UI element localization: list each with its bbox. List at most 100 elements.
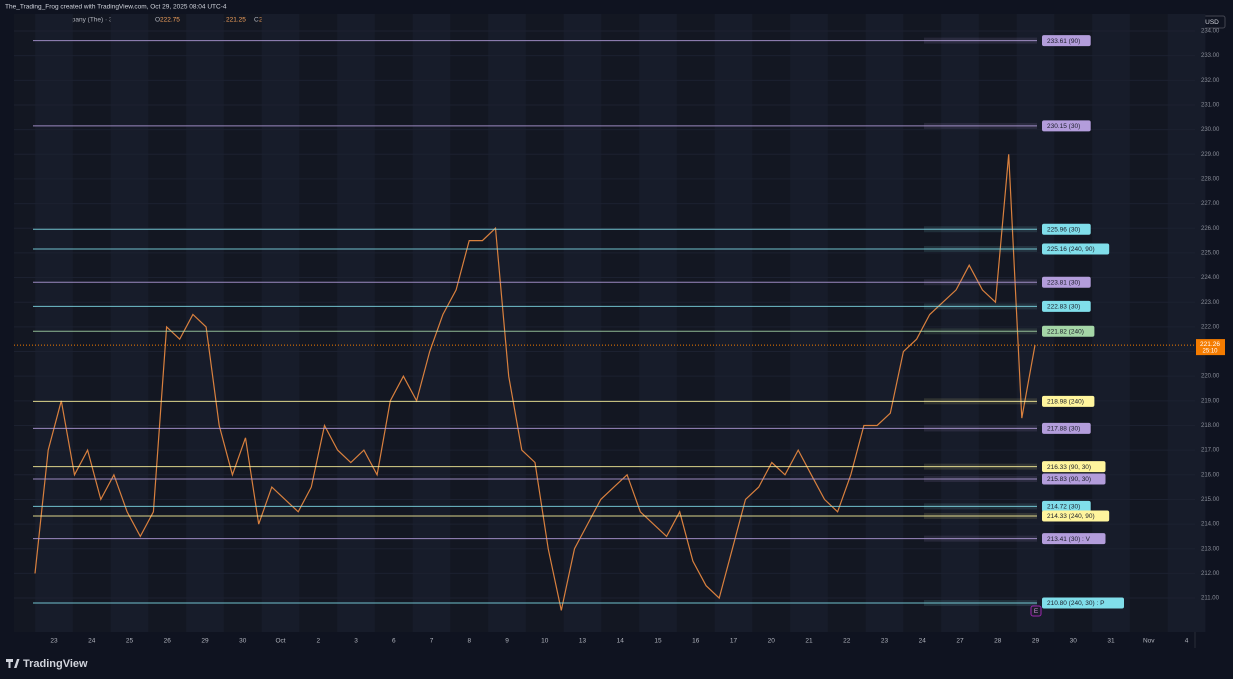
x-tick-label: 20 bbox=[768, 638, 776, 645]
session-stripe bbox=[865, 14, 904, 632]
x-tick-label: 31 bbox=[1107, 638, 1115, 645]
y-tick-label: 232.00 bbox=[1201, 78, 1220, 84]
level-label-box bbox=[1042, 120, 1091, 132]
x-tick-label: 10 bbox=[541, 638, 549, 645]
x-tick-label: 7 bbox=[430, 638, 434, 645]
x-tick-label: 15 bbox=[654, 638, 662, 645]
level-label-box bbox=[1042, 510, 1110, 522]
session-stripe bbox=[639, 14, 677, 632]
level-label: 213.41 (30) : V bbox=[1047, 536, 1091, 543]
session-stripe bbox=[563, 14, 602, 632]
y-tick-label: 224.00 bbox=[1201, 275, 1220, 281]
level-label: 218.98 (240) bbox=[1047, 399, 1084, 406]
brand: TradingView bbox=[23, 658, 88, 670]
level-label-box bbox=[1042, 300, 1091, 312]
level-label: 230.15 (30) bbox=[1047, 123, 1080, 130]
level-label-box bbox=[1042, 276, 1091, 288]
earnings-box bbox=[1030, 605, 1042, 617]
y-tick-label: 215.00 bbox=[1201, 497, 1220, 503]
x-tick-label: 17 bbox=[730, 638, 738, 645]
y-tick-label: 234.00 bbox=[1201, 29, 1220, 35]
x-tick-label: 21 bbox=[805, 638, 813, 645]
x-tick-label: 29 bbox=[1032, 638, 1040, 645]
session-stripe bbox=[412, 14, 451, 632]
y-tick-label: 225.00 bbox=[1201, 250, 1220, 256]
x-tick-label: Nov bbox=[1143, 638, 1155, 645]
session-stripe bbox=[35, 14, 73, 632]
y-tick-label: 231.00 bbox=[1201, 103, 1220, 109]
level-label: 215.83 (90, 30) bbox=[1047, 476, 1091, 483]
level-label: 214.72 (30) bbox=[1047, 504, 1080, 511]
y-tick-label: 213.00 bbox=[1201, 546, 1220, 552]
price-line bbox=[34, 154, 1036, 611]
x-tick-label: 27 bbox=[956, 638, 964, 645]
x-tick-label: 16 bbox=[692, 638, 700, 645]
x-tick-label: 24 bbox=[919, 638, 927, 645]
x-tick-label: 8 bbox=[467, 638, 471, 645]
x-tick-label: 23 bbox=[881, 638, 889, 645]
x-tick-label: 9 bbox=[505, 638, 509, 645]
y-tick-label: 217.00 bbox=[1201, 448, 1220, 454]
last-price-box bbox=[1196, 339, 1225, 356]
x-tick-label: 30 bbox=[1070, 638, 1078, 645]
session-stripe bbox=[941, 14, 979, 632]
earnings-marker: E bbox=[1034, 608, 1039, 615]
x-tick-label: 23 bbox=[50, 638, 58, 645]
level-label-box bbox=[1042, 533, 1106, 545]
logo-icon bbox=[6, 659, 20, 668]
level-label-box bbox=[1042, 597, 1124, 609]
level-label: 210.80 (240, 30) : P bbox=[1047, 600, 1104, 607]
y-tick-label: 219.00 bbox=[1201, 398, 1220, 404]
x-tick-label: 26 bbox=[164, 638, 172, 645]
x-tick-label: 4 bbox=[1185, 638, 1189, 645]
y-tick-label: 222.00 bbox=[1201, 324, 1220, 330]
x-tick-label: Oct bbox=[275, 638, 285, 645]
level-label-box bbox=[1042, 325, 1095, 337]
session-stripe bbox=[488, 14, 526, 632]
session-stripe bbox=[337, 14, 375, 632]
footer-logo: TradingView bbox=[6, 658, 88, 670]
x-tick-label: 3 bbox=[354, 638, 358, 645]
level-label: 223.81 (30) bbox=[1047, 279, 1080, 286]
y-tick-label: 220.00 bbox=[1201, 374, 1220, 380]
y-tick-label: 223.00 bbox=[1201, 300, 1220, 306]
y-tick-label: 218.00 bbox=[1201, 423, 1220, 429]
time-axis bbox=[14, 632, 1195, 648]
x-tick-label: 25 bbox=[126, 638, 134, 645]
level-label-box bbox=[1042, 395, 1095, 407]
level-label-box bbox=[1042, 500, 1091, 512]
level-label: 217.88 (30) bbox=[1047, 426, 1080, 433]
x-tick-label: 14 bbox=[617, 638, 625, 645]
session-stripe bbox=[790, 14, 828, 632]
x-tick-label: 24 bbox=[88, 638, 96, 645]
level-label-box bbox=[1042, 422, 1091, 434]
level-label-box bbox=[1042, 35, 1091, 47]
level-label: 222.83 (30) bbox=[1047, 304, 1080, 311]
currency[interactable]: USD bbox=[1205, 19, 1219, 26]
y-tick-label: 226.00 bbox=[1201, 226, 1220, 232]
last-price-label: 221.26 bbox=[1200, 341, 1220, 348]
session-stripe bbox=[261, 14, 300, 632]
x-tick-label: 30 bbox=[239, 638, 247, 645]
countdown: 25:10 bbox=[1202, 349, 1218, 355]
ohlc-value: 222.75 bbox=[160, 17, 180, 24]
y-tick-label: 212.00 bbox=[1201, 571, 1220, 577]
x-tick-label: 6 bbox=[392, 638, 396, 645]
y-tick-label: 228.00 bbox=[1201, 177, 1220, 183]
x-tick-label: 29 bbox=[201, 638, 209, 645]
y-tick-label: 229.00 bbox=[1201, 152, 1220, 158]
level-label: 214.33 (240, 90) bbox=[1047, 513, 1095, 520]
session-stripe bbox=[1016, 14, 1055, 632]
level-label: 225.96 (30) bbox=[1047, 226, 1080, 233]
y-tick-label: 230.00 bbox=[1201, 127, 1220, 133]
ohlc-key: C bbox=[254, 17, 259, 24]
level-label-box bbox=[1042, 473, 1106, 485]
y-tick-label: 233.00 bbox=[1201, 53, 1220, 59]
level-label: 225.16 (240, 90) bbox=[1047, 246, 1095, 253]
x-tick-label: 22 bbox=[843, 638, 851, 645]
level-label-box bbox=[1042, 243, 1110, 255]
session-stripe bbox=[186, 14, 224, 632]
symbol: Boeing Company (The) · 30 · NYSE bbox=[36, 17, 140, 24]
